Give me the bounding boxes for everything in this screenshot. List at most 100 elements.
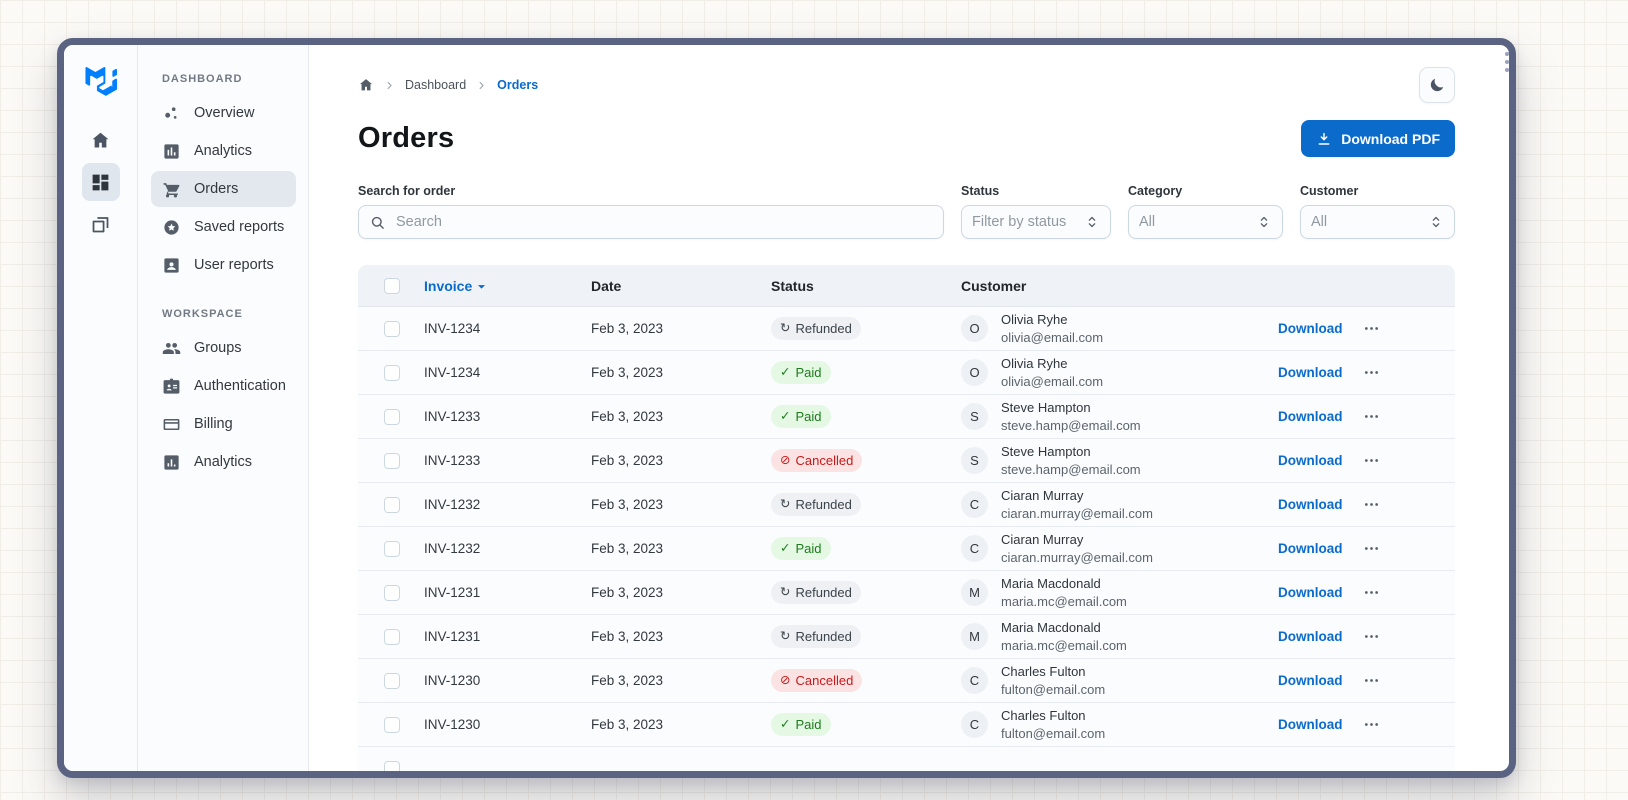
main-content: Dashboard Orders Orders Download PDF <box>309 45 1509 771</box>
select-all-checkbox[interactable] <box>384 277 400 294</box>
status-label: Paid <box>795 717 822 732</box>
breadcrumb: Dashboard Orders <box>358 77 538 93</box>
invoice-cell: INV-1234 <box>424 365 481 380</box>
row-checkbox[interactable] <box>384 628 400 645</box>
layers-icon[interactable] <box>82 205 120 243</box>
home-icon[interactable] <box>82 121 120 159</box>
download-link[interactable]: Download <box>1278 716 1343 732</box>
table-row: INV-1233 Feb 3, 2023 ⊘ Cancelled S Steve Hamp… <box>358 439 1455 483</box>
row-checkbox[interactable] <box>384 496 400 513</box>
window-scrollbar[interactable] <box>1505 52 1509 72</box>
customer-name: Maria Macdonald <box>1001 619 1101 635</box>
chart-square-icon <box>162 453 181 472</box>
download-link[interactable]: Download <box>1278 628 1343 644</box>
row-menu-button[interactable] <box>1362 319 1386 338</box>
row-menu-button[interactable] <box>1362 715 1386 734</box>
sidebar-item-overview[interactable]: Overview <box>151 95 296 131</box>
row-checkbox[interactable] <box>384 364 400 381</box>
invoice-header-label: Invoice <box>424 277 473 294</box>
status-chip: ✓ Paid <box>771 713 831 736</box>
filter-label: Customer <box>1300 184 1359 198</box>
customer-email: maria.mc@email.com <box>1001 637 1127 653</box>
row-menu-button[interactable] <box>1362 627 1386 646</box>
badge-icon <box>162 377 181 396</box>
breadcrumb-item-dashboard[interactable]: Dashboard <box>405 78 467 92</box>
status-chip: ↻ Refunded <box>771 493 861 516</box>
row-checkbox[interactable] <box>384 584 400 601</box>
sort-arrow-icon <box>473 277 490 295</box>
sidebar-item-saved-reports[interactable]: Saved reports <box>151 209 296 245</box>
column-header-status: Status <box>771 277 814 294</box>
color-scheme-toggle[interactable] <box>1419 67 1455 103</box>
breadcrumb-item-orders[interactable]: Orders <box>497 78 539 92</box>
row-checkbox[interactable] <box>384 452 400 469</box>
nav-section: WORKSPACE Groups Authentication Billing Anal… <box>151 308 296 480</box>
row-checkbox[interactable] <box>384 672 400 689</box>
sidebar-item-analytics[interactable]: Analytics <box>151 444 296 480</box>
sidebar-item-groups[interactable]: Groups <box>151 330 296 366</box>
sidebar-item-billing[interactable]: Billing <box>151 406 296 442</box>
avatar: O <box>961 315 988 342</box>
row-checkbox[interactable] <box>384 540 400 557</box>
sidebar-item-orders[interactable]: Orders <box>151 171 296 207</box>
date-cell: Feb 3, 2023 <box>591 585 664 600</box>
orders-table: Invoice Date Status Customer INV-1234 Feb… <box>358 265 1455 771</box>
download-icon <box>1316 131 1332 147</box>
download-link[interactable]: Download <box>1278 584 1343 600</box>
row-menu-button[interactable] <box>1362 407 1386 426</box>
invoice-cell: INV-1232 <box>424 541 481 556</box>
filter-select-category[interactable]: All <box>1128 205 1283 239</box>
row-checkbox[interactable] <box>384 408 400 425</box>
sidebar-item-label: Authentication <box>194 378 286 394</box>
invoice-cell: INV-1233 <box>424 453 481 468</box>
customer-cell: C Charles Fulton fulton@email.com <box>961 707 1278 742</box>
sidebar-nav: DASHBOARD Overview Analytics Orders Saved re… <box>138 45 309 771</box>
dots-horizontal-icon <box>1362 319 1381 338</box>
date-cell: Feb 3, 2023 <box>591 673 664 688</box>
sidebar-item-authentication[interactable]: Authentication <box>151 368 296 404</box>
row-checkbox[interactable] <box>384 760 400 771</box>
customer-name: Ciaran Murray <box>1001 487 1084 503</box>
row-menu-button[interactable] <box>1362 671 1386 690</box>
download-link[interactable]: Download <box>1278 408 1343 424</box>
status-label: Paid <box>795 541 822 556</box>
customer-email: maria.mc@email.com <box>1001 593 1127 609</box>
row-menu-button[interactable] <box>1362 451 1386 470</box>
download-link[interactable]: Download <box>1278 320 1343 336</box>
date-cell: Feb 3, 2023 <box>591 629 664 644</box>
filter-label: Status <box>961 184 1000 198</box>
download-link[interactable]: Download <box>1278 540 1343 556</box>
filter-select-customer[interactable]: All <box>1300 205 1455 239</box>
column-header-invoice[interactable]: Invoice <box>424 277 591 295</box>
block-icon: ⊘ <box>780 673 791 688</box>
dashboard-icon[interactable] <box>81 163 120 201</box>
search-input[interactable] <box>394 213 933 231</box>
row-menu-button[interactable] <box>1362 495 1386 514</box>
home-icon[interactable] <box>358 77 374 93</box>
customer-email: fulton@email.com <box>1001 681 1106 697</box>
avatar: M <box>961 579 988 606</box>
status-chip: ↻ Refunded <box>771 581 861 604</box>
download-link[interactable]: Download <box>1278 364 1343 380</box>
filter-select-status[interactable]: Filter by status <box>961 205 1111 239</box>
download-link[interactable]: Download <box>1278 672 1343 688</box>
sidebar-item-analytics[interactable]: Analytics <box>151 133 296 169</box>
download-link[interactable]: Download <box>1278 452 1343 468</box>
row-menu-button[interactable] <box>1362 583 1386 602</box>
date-cell: Feb 3, 2023 <box>591 453 664 468</box>
customer-email: olivia@email.com <box>1001 329 1104 345</box>
customer-name: Olivia Ryhe <box>1001 355 1068 371</box>
filter-category: Category All <box>1128 184 1283 239</box>
download-pdf-button[interactable]: Download PDF <box>1301 120 1455 157</box>
row-checkbox[interactable] <box>384 716 400 733</box>
row-checkbox[interactable] <box>384 320 400 337</box>
invoice-cell: INV-1231 <box>424 585 481 600</box>
sidebar-item-user-reports[interactable]: User reports <box>151 247 296 283</box>
row-menu-button[interactable] <box>1362 539 1386 558</box>
sidebar-item-label: Orders <box>194 181 239 197</box>
filter-customer: Customer All <box>1300 184 1455 239</box>
check-icon: ✓ <box>780 409 791 424</box>
row-menu-button[interactable] <box>1362 363 1386 382</box>
download-link[interactable]: Download <box>1278 496 1343 512</box>
avatar: C <box>961 491 988 518</box>
